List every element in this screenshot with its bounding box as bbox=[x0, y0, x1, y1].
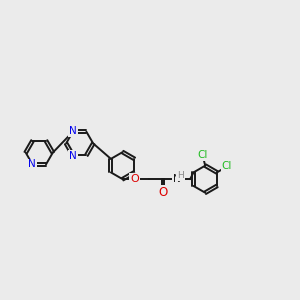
Text: N: N bbox=[173, 174, 181, 184]
Text: O: O bbox=[158, 186, 168, 199]
Text: H: H bbox=[177, 171, 184, 180]
Text: Cl: Cl bbox=[197, 151, 207, 160]
Text: N: N bbox=[28, 159, 36, 169]
Text: N: N bbox=[69, 151, 77, 161]
Text: Cl: Cl bbox=[221, 161, 232, 171]
Text: O: O bbox=[130, 174, 139, 184]
Text: N: N bbox=[69, 126, 77, 136]
